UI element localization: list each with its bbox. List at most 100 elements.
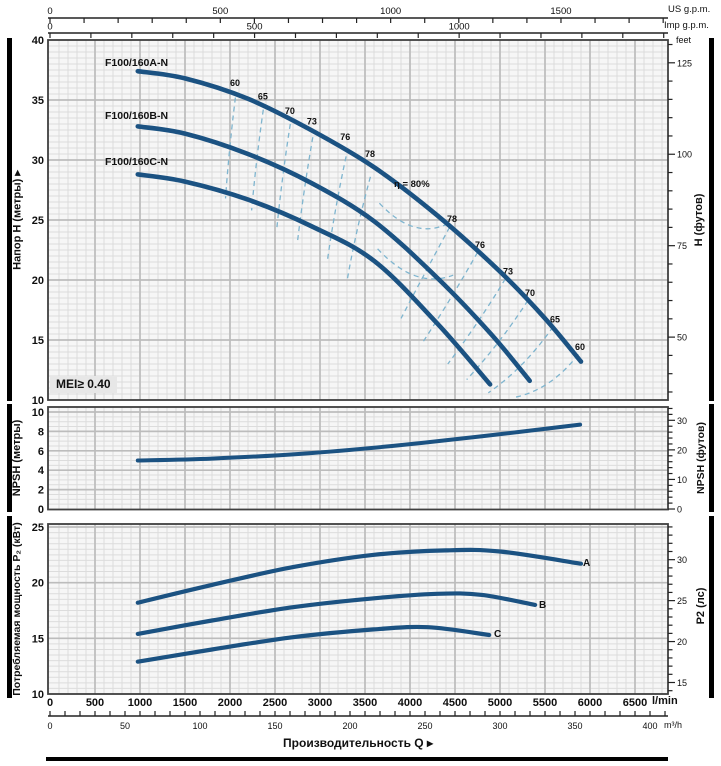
svg-text:400: 400 (642, 721, 657, 731)
svg-text:50: 50 (120, 721, 130, 731)
svg-text:76: 76 (340, 132, 350, 142)
svg-text:78: 78 (365, 149, 375, 159)
svg-text:25: 25 (677, 596, 687, 606)
svg-text:15: 15 (32, 335, 44, 347)
svg-text:6000: 6000 (578, 697, 602, 709)
power-curve-letter-b: B (539, 600, 547, 611)
svg-text:5500: 5500 (533, 697, 557, 709)
curve-label-f100-160c-n: F100/160C-N (105, 156, 169, 168)
svg-text:25: 25 (32, 522, 44, 534)
svg-text:500: 500 (247, 22, 263, 33)
svg-text:70: 70 (525, 288, 535, 298)
m3h-unit-label: m³/h (664, 720, 682, 730)
svg-text:1000: 1000 (380, 6, 401, 17)
left-bracket-head (7, 38, 12, 401)
svg-text:20: 20 (677, 445, 687, 455)
svg-text:15: 15 (677, 678, 687, 688)
svg-text:30: 30 (677, 555, 687, 565)
svg-text:125: 125 (677, 58, 692, 68)
svg-text:65: 65 (550, 315, 560, 325)
head-left-axis-title: Напор H (метры) ▸ (11, 170, 24, 270)
svg-text:10: 10 (32, 689, 44, 701)
svg-text:3000: 3000 (308, 697, 332, 709)
svg-text:4500: 4500 (443, 697, 467, 709)
power-left-axis-title: Потребляемая мощность P₂ (кВт) (11, 522, 23, 696)
power-curve-letter-c: C (494, 629, 502, 640)
svg-text:0: 0 (47, 697, 53, 709)
npsh-right-axis-title: NPSH (футов) (695, 422, 707, 494)
feet-unit-label: feet (676, 35, 692, 45)
svg-text:500: 500 (212, 6, 228, 17)
svg-text:0: 0 (677, 505, 682, 515)
svg-text:50: 50 (677, 333, 687, 343)
svg-text:2: 2 (38, 485, 44, 497)
svg-text:60: 60 (230, 78, 240, 88)
svg-text:350: 350 (567, 721, 582, 731)
svg-text:6: 6 (38, 446, 44, 458)
svg-text:500: 500 (86, 697, 104, 709)
svg-text:1500: 1500 (173, 697, 197, 709)
svg-text:1000: 1000 (128, 697, 152, 709)
svg-text:0: 0 (47, 6, 52, 17)
us-gpm-unit-label: US g.p.m. (668, 4, 711, 15)
head-right-axis-title: H (футов) (693, 193, 705, 247)
svg-text:10: 10 (677, 475, 687, 485)
right-bracket-head (709, 38, 714, 401)
svg-text:30: 30 (32, 155, 44, 167)
svg-text:200: 200 (342, 721, 357, 731)
npsh-left-axis-title: NPSH (метры) (11, 419, 23, 497)
svg-text:65: 65 (258, 91, 268, 101)
eta-80-label: η = 80% (394, 179, 430, 190)
svg-text:5000: 5000 (488, 697, 512, 709)
svg-text:25: 25 (32, 215, 44, 227)
svg-text:1500: 1500 (550, 6, 571, 17)
curve-label-f100-160a-n: F100/160A-N (105, 57, 169, 69)
svg-text:78: 78 (447, 214, 457, 224)
svg-text:3500: 3500 (353, 697, 377, 709)
svg-text:4000: 4000 (398, 697, 422, 709)
svg-text:75: 75 (677, 241, 687, 251)
svg-text:4: 4 (38, 465, 45, 477)
svg-text:300: 300 (492, 721, 507, 731)
svg-text:73: 73 (503, 267, 513, 277)
svg-text:30: 30 (677, 416, 687, 426)
svg-text:150: 150 (267, 721, 282, 731)
svg-text:20: 20 (32, 275, 44, 287)
bottom-bracket-q (46, 757, 668, 761)
q-axis-title: Производительность Q ▸ (283, 736, 433, 750)
svg-text:100: 100 (677, 150, 692, 160)
power-curve-letter-a: A (583, 558, 591, 569)
right-bracket-power (709, 516, 714, 698)
svg-text:2000: 2000 (218, 697, 242, 709)
imp-gpm-unit-label: Imp g.p.m. (664, 20, 709, 31)
left-bracket-power (7, 516, 12, 698)
svg-text:60: 60 (575, 342, 585, 352)
svg-text:8: 8 (38, 426, 44, 438)
svg-text:100: 100 (192, 721, 207, 731)
svg-text:0: 0 (47, 721, 52, 731)
lmin-unit-label: l/min (652, 695, 678, 707)
curve-label-f100-160b-n: F100/160B-N (105, 110, 169, 122)
svg-text:1000: 1000 (449, 22, 470, 33)
svg-text:35: 35 (32, 95, 44, 107)
svg-text:0: 0 (47, 22, 52, 33)
svg-text:76: 76 (475, 240, 485, 250)
right-bracket-npsh (709, 404, 714, 512)
power-right-axis-title: P2 (лс) (695, 587, 707, 625)
svg-text:10: 10 (32, 407, 44, 419)
svg-text:250: 250 (417, 721, 432, 731)
left-bracket-npsh (7, 404, 12, 512)
svg-text:0: 0 (38, 504, 44, 516)
svg-text:20: 20 (677, 637, 687, 647)
svg-text:2500: 2500 (263, 697, 287, 709)
svg-text:70: 70 (285, 106, 295, 116)
svg-text:10: 10 (32, 395, 44, 407)
svg-text:6500: 6500 (623, 697, 647, 709)
svg-text:73: 73 (307, 117, 317, 127)
svg-text:40: 40 (32, 35, 44, 47)
svg-text:15: 15 (32, 633, 44, 645)
mei-badge: MEI≥ 0.40 (50, 376, 117, 393)
svg-text:20: 20 (32, 578, 44, 590)
